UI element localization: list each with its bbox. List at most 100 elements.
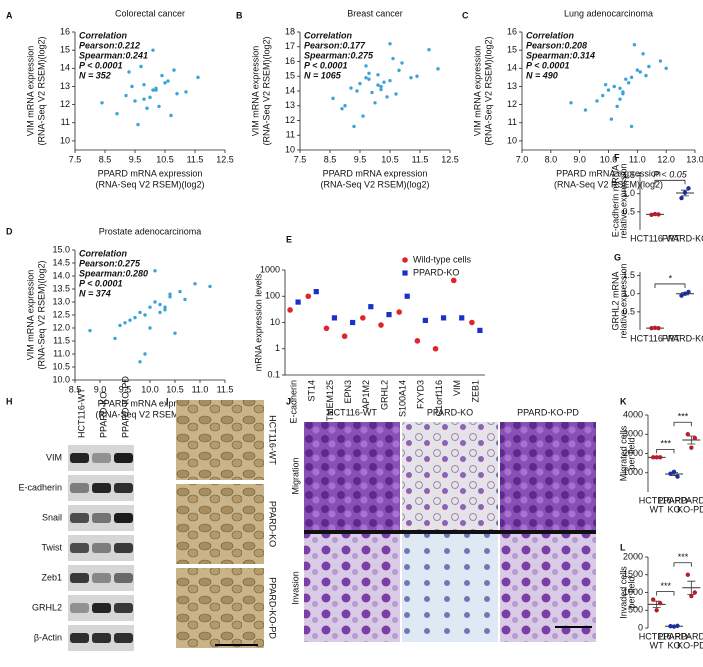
x-tick-label: 9.5: [129, 154, 142, 164]
point: [629, 124, 634, 129]
x-tick-label: 10.0: [141, 384, 159, 394]
micrograph: [304, 534, 400, 642]
annotation: N = 352: [79, 70, 111, 80]
x-tick-label: KO: [667, 640, 680, 650]
dot: [396, 309, 402, 315]
x-tick-label: 12.0: [657, 154, 675, 164]
x-tick-label: 12.5: [216, 154, 234, 164]
point: [184, 90, 188, 94]
dot: [469, 319, 475, 326]
point: [609, 117, 614, 121]
point: [632, 43, 637, 47]
annotation: N = 490: [526, 70, 558, 80]
x-axis-label: (RNA-Seq V2 RSEM)(log2): [95, 179, 204, 189]
x-axis-label: PPARD mRNA expression: [323, 168, 428, 178]
micrograph: [402, 534, 498, 642]
point: [178, 289, 182, 294]
point: [361, 114, 365, 118]
annotation: Correlation: [79, 248, 128, 258]
point: [100, 101, 104, 105]
y-tick-label: 1: [275, 343, 280, 353]
dot: [368, 304, 374, 310]
point: [388, 42, 392, 46]
point: [138, 310, 142, 315]
y-tick-label: 11: [286, 130, 295, 140]
point: [153, 300, 157, 304]
point: [689, 445, 694, 450]
panel-letter: F: [614, 152, 620, 162]
x-tick-label: 11.0: [629, 154, 646, 164]
dot: [331, 315, 338, 321]
point: [394, 92, 398, 96]
y-axis-label: per field: [626, 576, 636, 608]
point: [652, 211, 658, 217]
point: [143, 313, 147, 317]
y-tick-label: 16: [507, 26, 517, 36]
y-axis-label: VIM mRNA expression: [25, 46, 35, 137]
point: [603, 82, 608, 87]
point: [138, 360, 142, 364]
point: [128, 318, 132, 322]
legend-marker: [402, 257, 408, 263]
x-tick-label: FXYD3: [416, 380, 426, 409]
x-tick-label: 9.0: [94, 384, 107, 394]
point: [675, 623, 680, 629]
point: [148, 305, 152, 309]
y-axis-label: (RNA-Seq V2 RSEM)(log2): [36, 260, 46, 369]
row-label: Snail: [42, 512, 62, 522]
x-tick-label: VIM: [452, 380, 462, 396]
x-tick-label: 9.5: [354, 154, 367, 164]
x-axis-label: (RNA-Seq V2 RSEM)(log2): [320, 179, 429, 189]
annotation: Spearman:0.280: [79, 268, 148, 278]
blot-band: [92, 483, 111, 493]
point: [626, 81, 631, 85]
y-tick-label: 500: [628, 605, 643, 615]
x-tick-label: ZEB1: [470, 380, 480, 403]
row-label: PPARD-KO-PD: [268, 577, 278, 639]
dot: [323, 325, 330, 332]
annotation: N = 1065: [304, 70, 342, 80]
point: [142, 97, 146, 101]
point: [151, 88, 155, 92]
y-tick-label: 13.0: [52, 296, 70, 306]
blot-band: [92, 453, 111, 463]
lane-label: PPARD-KO-PD: [120, 376, 130, 438]
y-tick-label: 15: [60, 45, 70, 55]
row-label: VIM: [46, 452, 62, 462]
panel-letter: A: [6, 10, 13, 20]
y-tick-label: 1.5: [622, 170, 635, 180]
y-tick-label: 10: [507, 135, 517, 145]
dot: [459, 315, 465, 321]
chart-title: Lung adenocarcinoma: [564, 8, 653, 18]
dot: [350, 319, 356, 326]
point: [136, 122, 140, 127]
point: [373, 101, 377, 105]
y-tick-label: 1000: [260, 264, 280, 274]
blot-band: [92, 633, 111, 643]
row-label: HCT116-WT: [268, 415, 278, 465]
point: [358, 81, 362, 86]
y-tick-label: 1000: [623, 467, 643, 477]
annotation: Spearman:0.275: [304, 50, 374, 60]
panel-letter: I: [166, 396, 169, 406]
row-label: β-Actin: [34, 632, 62, 642]
point: [624, 77, 628, 81]
legend-marker: [402, 270, 408, 276]
point: [364, 76, 368, 80]
annotation: Pearson:0.275: [79, 258, 141, 268]
y-axis-label: VIM mRNA expression: [472, 46, 482, 137]
point: [163, 308, 167, 312]
annotation: Spearman:0.314: [526, 50, 595, 60]
y-tick-label: 10.0: [52, 374, 70, 384]
point: [123, 321, 127, 325]
dot: [422, 317, 428, 324]
y-tick-label: 12.0: [52, 322, 70, 332]
y-tick-label: 15: [507, 45, 517, 55]
x-tick-label: 8.5: [324, 154, 337, 164]
blot-band: [114, 603, 133, 613]
point: [649, 325, 654, 331]
y-tick-label: 13: [507, 81, 517, 91]
point: [88, 328, 92, 333]
point: [133, 315, 137, 320]
blot-band: [114, 633, 133, 643]
